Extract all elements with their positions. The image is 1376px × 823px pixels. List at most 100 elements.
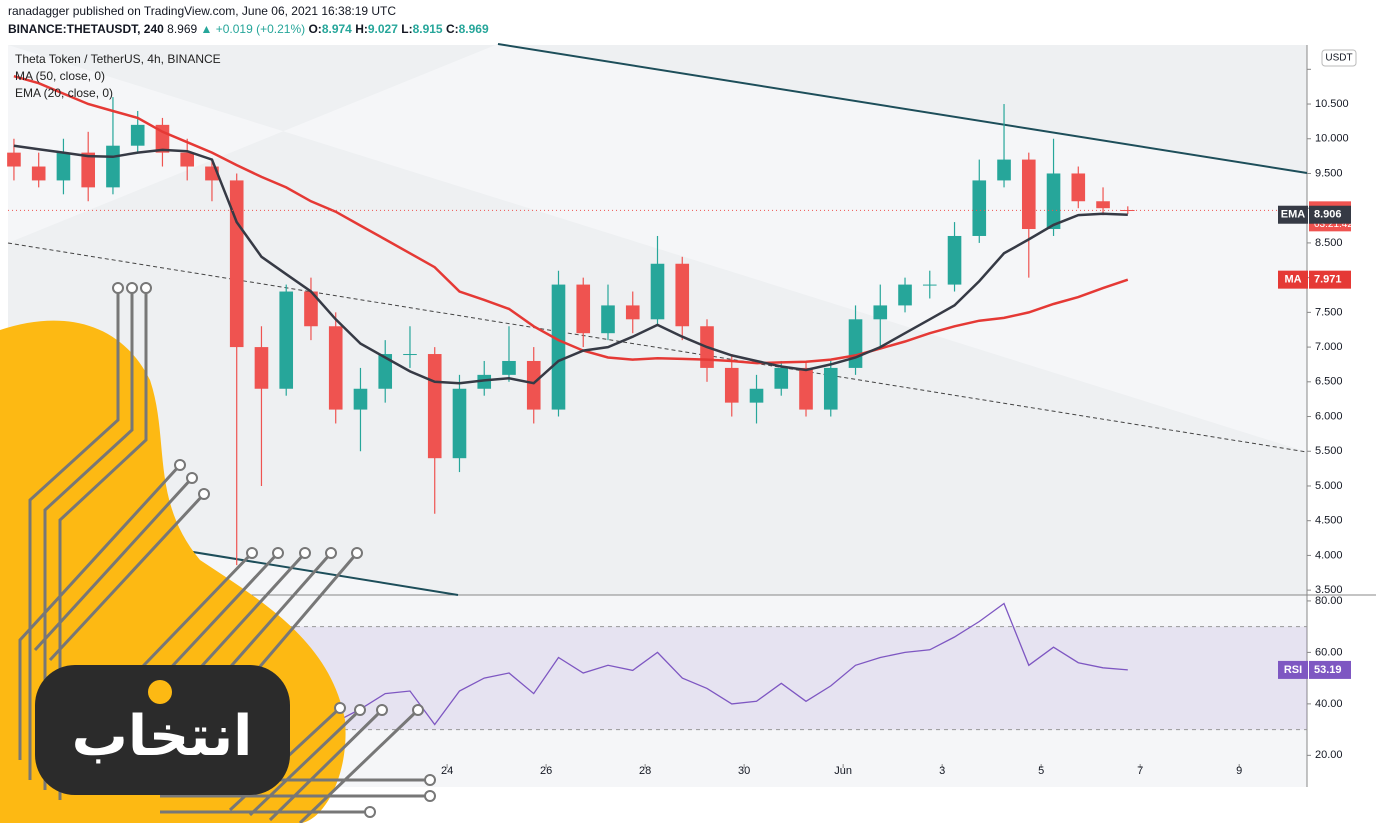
tag-name: RSI xyxy=(1284,664,1302,676)
ohlc-label: C: xyxy=(446,22,459,36)
tag-box xyxy=(1278,270,1308,289)
y-tick-label: 3.500 xyxy=(1315,584,1343,596)
y-tick-label: 40.00 xyxy=(1315,698,1343,710)
candle-body xyxy=(972,180,987,236)
candle-body xyxy=(81,152,96,188)
candle-body xyxy=(180,152,195,167)
x-tick-label: 5 xyxy=(1038,765,1044,777)
candle-body xyxy=(898,284,912,306)
candle-body xyxy=(304,291,318,327)
candle-body xyxy=(403,354,417,356)
price-tag: MA 7.971 xyxy=(1278,270,1351,289)
y-tick-label: 5.000 xyxy=(1315,480,1343,492)
unit-box xyxy=(1321,49,1357,67)
candle-body xyxy=(774,367,789,389)
y-tick-label: 7.500 xyxy=(1315,306,1343,318)
candle-body xyxy=(1096,201,1110,209)
candle-body xyxy=(823,367,838,410)
candle-body xyxy=(56,152,71,181)
tag-value: 8.906 xyxy=(1314,209,1342,221)
candle-body xyxy=(1046,173,1061,230)
candle-body xyxy=(799,367,813,410)
tag-value-box xyxy=(1309,660,1351,679)
y-tick-label: 6.000 xyxy=(1315,410,1343,422)
candle-body xyxy=(502,360,516,375)
candle-body xyxy=(1071,173,1086,202)
candle-body xyxy=(601,305,615,334)
y-tick-label: 7.000 xyxy=(1315,341,1343,353)
indicator-line xyxy=(13,74,1129,365)
y-tick-label: 8.500 xyxy=(1315,237,1343,249)
tag-name: MA xyxy=(1284,274,1301,286)
candle-body xyxy=(279,291,294,389)
tag-value-box xyxy=(1309,205,1351,224)
candle-body xyxy=(477,374,492,389)
candle-body xyxy=(576,284,591,334)
tag-box xyxy=(1278,205,1308,224)
x-tick-label: 9 xyxy=(1236,765,1242,777)
tag-value: 53.19 xyxy=(1314,664,1342,676)
y-tick-label: 10.000 xyxy=(1315,133,1349,145)
symbol-line: BINANCE:THETAUSDT, 240 8.969 ▲ +0.019 (+… xyxy=(8,22,489,36)
candle-body xyxy=(31,166,46,181)
candle-body xyxy=(106,145,120,188)
chart-title: Theta Token / TetherUS, 4h, BINANCE xyxy=(15,52,221,66)
tag-value: 7.971 xyxy=(1314,274,1342,286)
unit-label: USDT xyxy=(1325,53,1352,64)
y-tick-label: 20.00 xyxy=(1315,749,1343,761)
candle-body xyxy=(848,319,863,368)
y-tick-label: 4.500 xyxy=(1315,515,1343,527)
trendline-dashed xyxy=(7,242,1308,453)
change: ▲ +0.019 (+0.21%) xyxy=(201,22,306,36)
price-tag: EMA 8.906 xyxy=(1278,205,1351,224)
candle-body xyxy=(922,284,937,286)
x-tick-label: 24 xyxy=(441,765,453,777)
ohlc-value: 8.915 xyxy=(413,22,443,36)
candle-body xyxy=(551,284,566,410)
candle-body xyxy=(873,305,888,320)
ohlc-label: O: xyxy=(308,22,321,36)
candle-body xyxy=(229,180,244,348)
circuit-dots xyxy=(112,282,436,818)
y-tick-label: 9.500 xyxy=(1315,167,1343,179)
candle-body xyxy=(427,354,442,459)
candle-body xyxy=(1120,210,1135,211)
ohlc-value: 8.969 xyxy=(459,22,489,36)
candle-body xyxy=(254,347,269,389)
logo-box xyxy=(35,665,290,795)
ohlc-value: 9.027 xyxy=(368,22,398,36)
x-tick-label: 30 xyxy=(738,765,750,777)
y-tick-label: 6.500 xyxy=(1315,376,1343,388)
x-tick-label: 26 xyxy=(540,765,552,777)
y-tick-label: 10.500 xyxy=(1315,98,1349,110)
ohlc-label: L: xyxy=(401,22,412,36)
candle-body xyxy=(452,388,467,459)
candle-body xyxy=(378,354,393,389)
publisher: ranadagger published on TradingView.com,… xyxy=(8,4,396,18)
price-tag: RSI 53.19 xyxy=(1278,660,1351,679)
ohlc-label: H: xyxy=(355,22,368,36)
x-tick-label: 28 xyxy=(639,765,651,777)
legend-entry: MA (50, close, 0) xyxy=(15,69,105,83)
indicator-line xyxy=(13,144,1128,385)
y-tick-label: 5.500 xyxy=(1315,445,1343,457)
y-tick-label: 60.00 xyxy=(1315,646,1343,658)
y-tick-label: 4.000 xyxy=(1315,549,1343,561)
candle-body xyxy=(724,367,739,403)
candle-body xyxy=(650,263,665,320)
y-tick-label: 80.00 xyxy=(1315,595,1343,607)
logo-coin xyxy=(148,680,172,704)
candle-body xyxy=(625,305,640,320)
countdown: 03:21:42 xyxy=(1314,219,1353,230)
ohlc-value: 8.974 xyxy=(322,22,352,36)
logo: انتخاب xyxy=(0,282,436,823)
candle-body xyxy=(749,388,764,403)
tag-name: EMA xyxy=(1281,209,1306,221)
logo-text: انتخاب xyxy=(72,704,253,767)
candle-body xyxy=(7,152,21,167)
candle-body xyxy=(353,388,368,410)
tag-box xyxy=(1278,660,1308,679)
x-tick-label: Jun xyxy=(834,765,852,777)
